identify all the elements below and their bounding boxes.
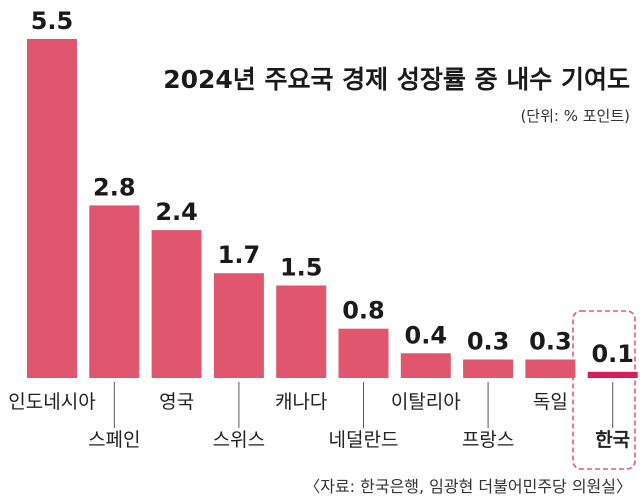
bar-1 — [89, 205, 140, 378]
value-label-0: 5.5 — [31, 7, 74, 35]
bar-2 — [151, 230, 202, 378]
value-label-6: 0.4 — [405, 321, 448, 349]
category-label-7: 프랑스 — [462, 429, 514, 451]
category-label-2: 영국 — [159, 391, 194, 413]
value-label-1: 2.8 — [93, 173, 136, 201]
bar-9 — [587, 371, 638, 378]
category-label-4: 캐나다 — [275, 391, 327, 413]
value-labels-group: 5.5 2.8 2.4 1.7 1.5 0.8 0.4 0.3 0.3 0.1 — [31, 7, 634, 368]
bar-3 — [213, 273, 264, 378]
category-label-5: 네덜란드 — [329, 429, 399, 451]
value-label-4: 1.5 — [280, 254, 323, 282]
bar-8 — [525, 359, 576, 378]
chart-title: 2024년 주요국 경제 성장률 중 내수 기여도 — [163, 65, 630, 94]
category-label-6: 이탈리아 — [391, 391, 461, 413]
bar-6 — [400, 353, 451, 378]
source-note: 〈자료: 한국은행, 임광현 더불어민주당 의원실〉 — [304, 477, 632, 496]
value-label-2: 2.4 — [155, 198, 198, 226]
value-label-7: 0.3 — [467, 328, 510, 356]
value-label-9: 0.1 — [591, 340, 634, 368]
bar-4 — [276, 285, 327, 378]
category-label-8: 독일 — [533, 391, 568, 413]
value-label-3: 1.7 — [218, 241, 261, 269]
category-label-3: 스위스 — [213, 429, 265, 451]
unit-note: (단위: % 포인트) — [520, 107, 630, 125]
bar-5 — [338, 328, 389, 378]
category-label-9: 한국 — [595, 429, 630, 451]
category-label-1: 스페인 — [88, 429, 140, 451]
bar-7 — [463, 359, 514, 378]
highlight-box — [572, 310, 636, 470]
bars-group — [27, 39, 638, 378]
bar-0 — [27, 39, 77, 378]
value-label-8: 0.3 — [529, 328, 572, 356]
leader-lines-group — [113, 382, 614, 428]
value-label-5: 0.8 — [342, 297, 385, 325]
category-label-0: 인도네시아 — [8, 391, 95, 413]
